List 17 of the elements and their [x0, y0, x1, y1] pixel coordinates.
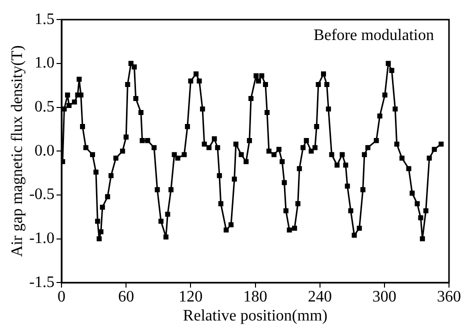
y-tick-label: 1.0: [34, 54, 55, 72]
y-tick-label: 1.5: [34, 10, 55, 28]
y-axis-title: Air gap magnetic flux density(T): [8, 45, 26, 257]
y-tick-label: -1.0: [29, 230, 55, 247]
x-tick-label: 240: [308, 288, 332, 306]
x-tick-label: 180: [243, 288, 268, 306]
x-tick-label: 60: [118, 288, 134, 306]
y-tick-label: 0.0: [34, 142, 55, 160]
x-axis-title: Relative position(mm): [183, 308, 328, 325]
x-tick-label: 0: [58, 288, 66, 306]
y-tick-label: -0.5: [29, 186, 55, 204]
y-tick-label: 0.5: [34, 98, 55, 116]
x-tick-label: 300: [372, 288, 396, 306]
y-tick-label: -1.5: [29, 274, 55, 291]
annotation: Before modulation: [314, 26, 434, 44]
x-tick-label: 120: [178, 288, 203, 306]
x-tick-label: 360: [437, 288, 461, 306]
